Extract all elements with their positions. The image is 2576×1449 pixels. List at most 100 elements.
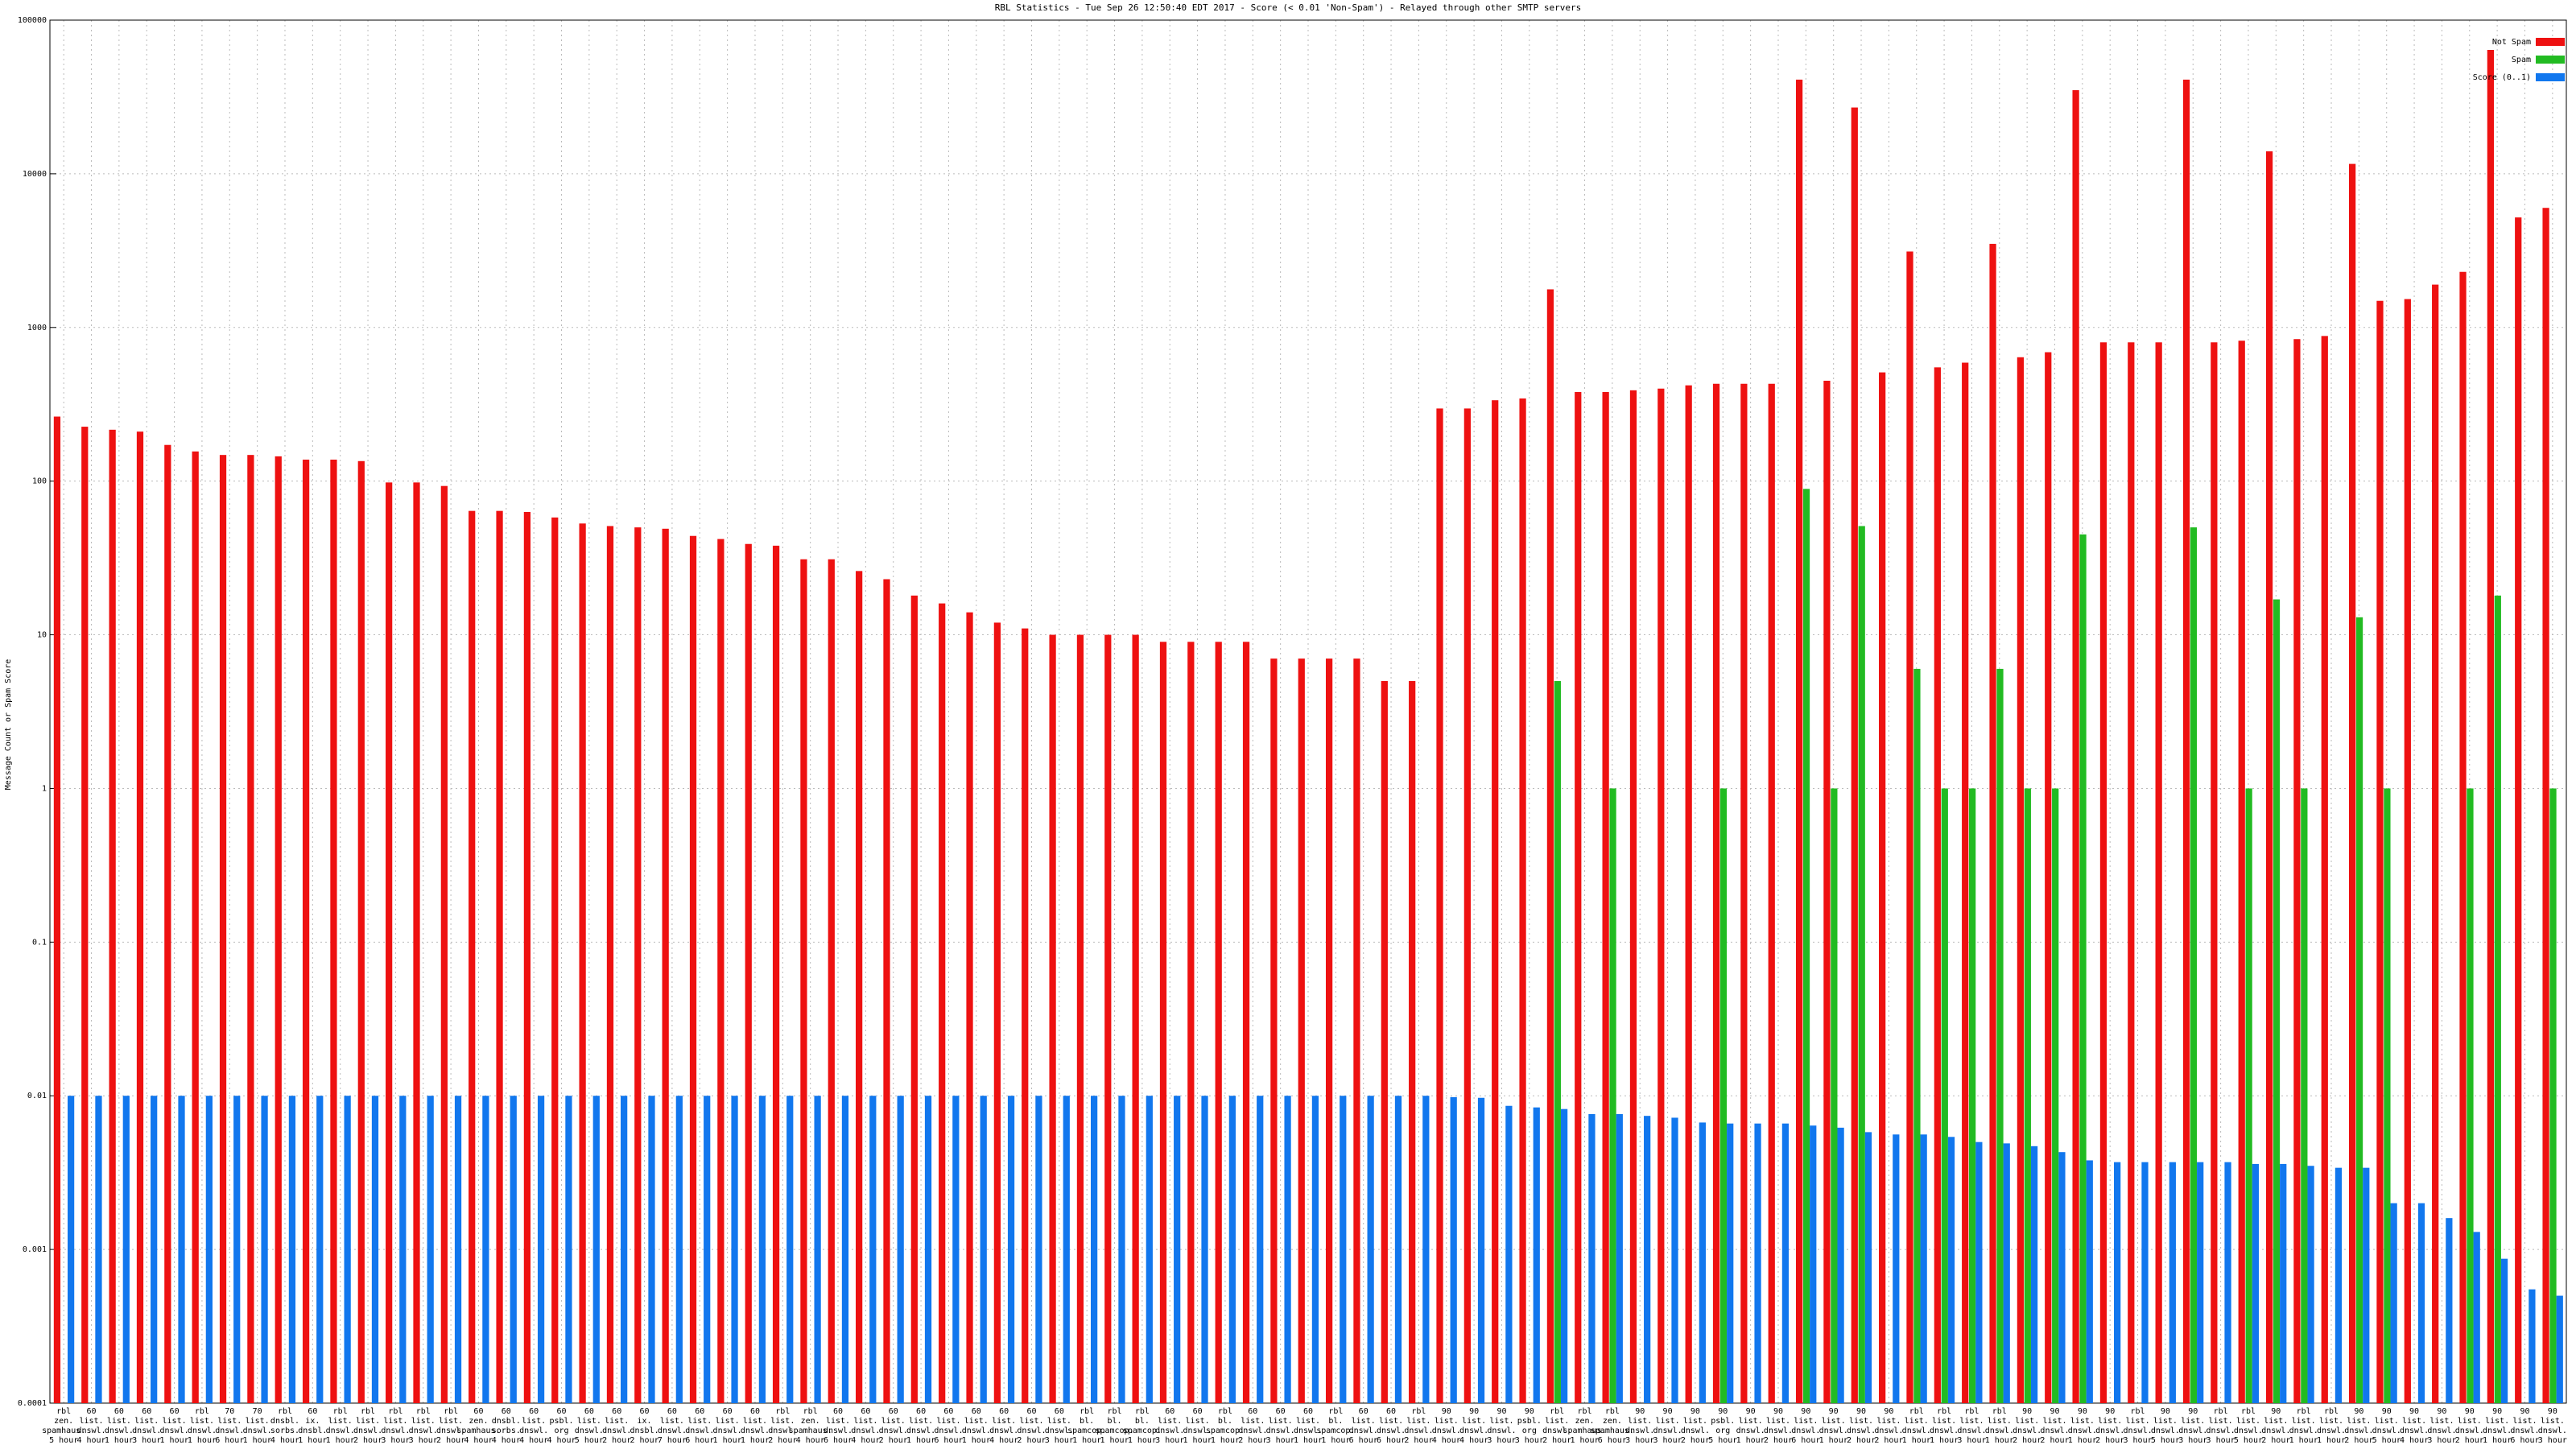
x-tick-label-line: rbl <box>1550 1407 1564 1416</box>
x-tick-label-line: rbl <box>2241 1407 2256 1416</box>
x-tick-label-line: dnswl. <box>1625 1426 1654 1435</box>
x-tick-label-line: 5 hour <box>575 1436 604 1445</box>
x-tick-label-line: dnswl. <box>2538 1426 2567 1435</box>
x-tick-label-line: zen. <box>54 1417 73 1426</box>
bar <box>2252 1163 2260 1403</box>
y-tick-label: 0.01 <box>27 1092 47 1100</box>
bar <box>371 1096 379 1403</box>
x-tick-label-line: 4 hour <box>851 1436 880 1445</box>
x-tick-label: 60 ix. dnsbl. 1 hour <box>298 1407 327 1445</box>
x-tick-label-line: 90 <box>2078 1407 2087 1416</box>
x-tick-label-line: 90 <box>1469 1407 1479 1416</box>
x-tick-label-line: spamhaus. <box>1591 1426 1634 1435</box>
x-tick-label: 60 list. dnswl. 6 hour <box>1349 1407 1378 1445</box>
x-tick-label-line: 60 <box>502 1407 511 1416</box>
x-tick-label: 70 list. dnswl. 6 hour <box>215 1407 244 1445</box>
legend-label: Score (0..1) <box>2473 73 2531 82</box>
bar <box>2045 352 2052 1404</box>
bar <box>344 1096 351 1403</box>
x-tick-label: 60 list. dnswl. 6 hour <box>685 1407 714 1445</box>
bar <box>1719 788 1728 1403</box>
x-tick-label-line: zen. <box>1603 1417 1622 1426</box>
bar <box>786 1096 794 1403</box>
bar <box>1311 1096 1319 1403</box>
x-tick-label-line: 3 hour <box>2178 1436 2207 1445</box>
bar <box>1477 1097 1485 1403</box>
x-tick-label-line: 6 hour <box>824 1436 852 1445</box>
x-tick-label-line: list. <box>2209 1417 2233 1426</box>
x-tick-label: 60 list. dnswl. 4 hour <box>851 1407 880 1445</box>
legend-swatch <box>2536 73 2565 81</box>
x-tick-label-line: 60 <box>529 1407 539 1416</box>
x-tick-label-line: 60 <box>723 1407 733 1416</box>
x-tick-label-line: zen. <box>1575 1417 1594 1426</box>
x-tick-label: 90 list. dnswl. 4 hour <box>2400 1407 2429 1445</box>
x-tick-label-line: dnswl. <box>741 1426 770 1435</box>
x-tick-label-line: list. <box>2512 1417 2537 1426</box>
x-tick-label-line: list. <box>1186 1417 1210 1426</box>
bar <box>1920 1134 1927 1403</box>
x-tick-label-line: 3 hour <box>381 1436 410 1445</box>
bar <box>662 528 669 1403</box>
bar <box>1893 1134 1900 1403</box>
x-tick-label-line: dnswl. <box>2234 1426 2263 1435</box>
x-tick-label-line: dnswl. <box>713 1426 742 1435</box>
x-tick-label-line: list. <box>881 1417 906 1426</box>
x-tick-label-line: rbl <box>2131 1407 2145 1416</box>
x-tick-label-line: 90 <box>1856 1407 1866 1416</box>
x-tick-label-line: list. <box>1849 1417 1873 1426</box>
x-tick-label-line: 2 hour <box>2013 1436 2041 1445</box>
x-tick-label: 90 list. dnswl. 3 hour <box>1487 1407 1516 1445</box>
bar <box>1450 1096 1457 1403</box>
x-tick-label-line: list. <box>1352 1417 1376 1426</box>
x-tick-label: 60 list. dnswl. 2 hour <box>879 1407 908 1445</box>
x-tick-label: 60 list. dnswl. 1 hour <box>105 1407 134 1445</box>
x-tick-label-line: 1 hour <box>105 1436 134 1445</box>
y-tick-label: 10 <box>37 631 47 640</box>
x-tick-label-line: 1 hour <box>1570 1436 1599 1445</box>
bar <box>1146 1096 1153 1403</box>
bar <box>1325 658 1333 1403</box>
x-tick-label-line: 90 <box>2548 1407 2557 1416</box>
x-tick-label-line: list. <box>1241 1417 1265 1426</box>
bar <box>2348 163 2356 1403</box>
x-tick-label-line: dnswl. <box>2040 1426 2069 1435</box>
bar <box>1076 634 1084 1403</box>
bar <box>856 571 863 1403</box>
bar <box>1422 1096 1430 1403</box>
x-tick-label-line: 3 hour <box>2207 1436 2235 1445</box>
bar <box>689 535 697 1404</box>
x-tick-label-line: list. <box>411 1417 436 1426</box>
bar <box>1616 1113 1623 1403</box>
x-tick-label-line: rbl <box>2324 1407 2339 1416</box>
x-tick-label: 70 list. dnswl. 1 hour <box>243 1407 272 1445</box>
bar <box>1810 1125 1817 1403</box>
x-tick-label-line: 90 <box>1801 1407 1810 1416</box>
bar <box>1823 380 1831 1404</box>
x-tick-label-line: 90 <box>2022 1407 2032 1416</box>
x-tick-label-line: 1 hour <box>1321 1436 1350 1445</box>
bar <box>2265 151 2273 1404</box>
x-tick-label-line: 60 <box>1276 1407 1286 1416</box>
x-tick-label-line: dnswl. <box>1349 1426 1378 1435</box>
x-tick-label-line: rbl <box>1411 1407 1426 1416</box>
x-tick-label: 90 list. dnswl. 3 hour <box>1653 1407 1682 1445</box>
x-tick-label-line: list. <box>2264 1417 2288 1426</box>
x-tick-label: rbl list. dnswl. 1 hour <box>1930 1407 1959 1445</box>
bar <box>1104 634 1112 1403</box>
x-tick-label-line: rbl <box>195 1407 209 1416</box>
x-tick-label-line: 90 <box>2437 1407 2446 1416</box>
x-tick-label-line: rbl <box>56 1407 71 1416</box>
bar <box>2024 788 2031 1403</box>
bar <box>606 526 614 1403</box>
x-tick-label-line: psbl. <box>1711 1417 1735 1426</box>
x-tick-label-line: dnswl. <box>1736 1426 1765 1435</box>
x-tick-label-line: 60 <box>556 1407 566 1416</box>
bar <box>1879 372 1886 1404</box>
x-tick-label-line: dnswl. <box>2068 1426 2097 1435</box>
x-tick-label-line: rbl <box>803 1407 818 1416</box>
x-tick-label: rbl list. dnswl. 3 hour <box>1957 1407 1986 1445</box>
x-tick-label-line: rbl <box>2297 1407 2311 1416</box>
x-tick-label-line: 60 <box>1386 1407 1396 1416</box>
bar <box>1947 1137 1955 1403</box>
